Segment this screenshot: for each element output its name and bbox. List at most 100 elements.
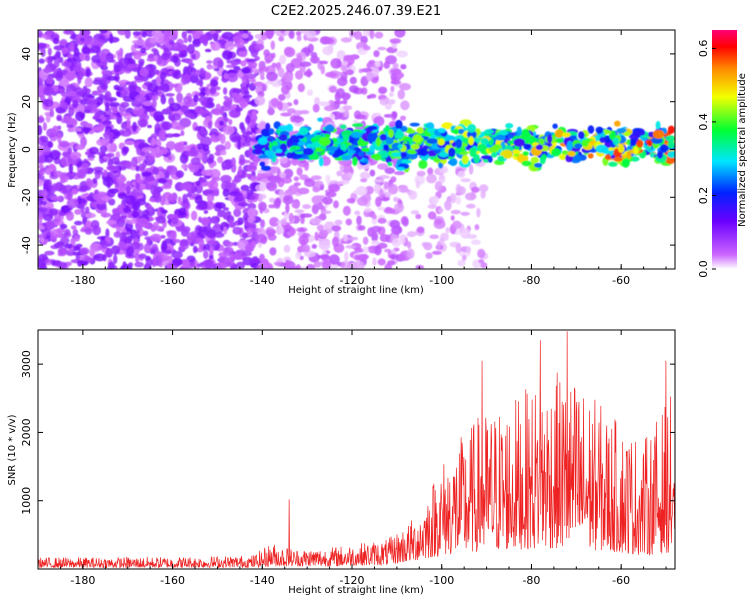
spectrogram-blob bbox=[176, 92, 184, 103]
spectrogram-blob bbox=[231, 135, 242, 142]
spectrogram-blob bbox=[38, 149, 44, 156]
spectrogram-blob bbox=[61, 61, 72, 67]
spectrogram-blob bbox=[211, 108, 222, 115]
spectrogram-blob bbox=[73, 144, 86, 150]
spectrogram-blob bbox=[368, 93, 377, 99]
spectrogram-blob bbox=[116, 114, 123, 125]
spectrogram-blob bbox=[371, 214, 377, 220]
spectrogram-blob bbox=[231, 62, 237, 67]
spectrogram-blob bbox=[203, 259, 215, 269]
spectrogram-blob bbox=[364, 207, 372, 213]
spectrogram-blob bbox=[52, 37, 60, 45]
spectrogram-x-tick-label: -60 bbox=[612, 274, 630, 287]
spectrogram-blob bbox=[68, 106, 75, 117]
spectrogram-blob bbox=[267, 228, 277, 236]
spectrogram-blob bbox=[258, 66, 270, 72]
spectrogram-blob bbox=[160, 185, 172, 190]
chart-title: C2E2.2025.246.07.39.E21 bbox=[271, 4, 441, 19]
spectrogram-blob bbox=[278, 94, 286, 101]
spectrogram-blob bbox=[434, 181, 443, 192]
spectrogram-blob bbox=[65, 250, 76, 256]
spectrogram-blob bbox=[409, 122, 420, 127]
spectrogram-blob bbox=[172, 42, 183, 52]
spectrogram-blob bbox=[234, 107, 243, 112]
spectrogram-blob bbox=[599, 136, 606, 144]
spectrogram-blob bbox=[175, 170, 184, 179]
spectrogram-blob bbox=[408, 190, 418, 200]
spectrogram-blob bbox=[319, 254, 330, 260]
spectrogram-blob bbox=[147, 204, 153, 212]
spectrogram-blob bbox=[535, 144, 544, 151]
spectrogram-blob bbox=[171, 217, 179, 225]
spectrogram-blob bbox=[106, 247, 113, 258]
spectrogram-blob bbox=[126, 117, 131, 128]
spectrogram-blob bbox=[410, 210, 420, 215]
spectrogram-blob bbox=[85, 68, 91, 78]
spectrogram-blob bbox=[179, 117, 192, 128]
spectrogram-blob bbox=[546, 134, 553, 144]
spectrogram-blob bbox=[234, 175, 242, 183]
spectrogram-blob bbox=[279, 156, 288, 164]
spectrogram-blob bbox=[477, 143, 487, 153]
spectrogram-blob bbox=[95, 45, 101, 56]
spectrogram-blob bbox=[477, 248, 486, 259]
snr-x-tick-label: -100 bbox=[429, 574, 454, 587]
spectrogram-blob bbox=[480, 190, 486, 199]
spectrogram-blob bbox=[210, 134, 216, 142]
spectrogram-blob bbox=[317, 117, 324, 122]
spectrogram-blob bbox=[47, 47, 52, 56]
spectrogram-blob bbox=[60, 118, 68, 124]
spectrogram-blob bbox=[141, 31, 147, 38]
spectrogram-blob bbox=[156, 75, 161, 86]
spectrogram-blob bbox=[377, 258, 386, 266]
spectrogram-blob bbox=[160, 71, 167, 80]
spectrogram-blob bbox=[146, 57, 156, 62]
spectrogram-blob bbox=[215, 262, 227, 269]
spectrogram-blob bbox=[204, 48, 212, 53]
spectrogram-blob bbox=[63, 243, 73, 249]
spectrogram-blob bbox=[457, 170, 466, 178]
spectrogram-blob bbox=[369, 144, 375, 153]
spectrogram-blob bbox=[551, 148, 562, 157]
spectrogram-blob bbox=[195, 247, 205, 253]
spectrogram-blob bbox=[347, 172, 353, 178]
spectrogram-blob bbox=[334, 149, 345, 157]
spectrogram-blob bbox=[48, 163, 55, 169]
spectrogram-blob bbox=[358, 225, 366, 231]
spectrogram-blob bbox=[346, 198, 356, 204]
spectrogram-blob bbox=[343, 96, 348, 105]
spectrogram-blob bbox=[67, 53, 73, 59]
spectrogram-blob bbox=[215, 202, 226, 209]
snr-x-tick-label: -160 bbox=[160, 574, 185, 587]
spectrogram-blob bbox=[106, 152, 115, 158]
spectrogram-blob bbox=[193, 171, 202, 176]
snr-x-tick-label: -140 bbox=[250, 574, 275, 587]
spectrogram-blob bbox=[228, 69, 239, 74]
spectrogram-blob bbox=[207, 120, 212, 130]
spectrogram-blob bbox=[245, 131, 253, 136]
spectrogram-blob bbox=[390, 176, 397, 183]
spectrogram-blob bbox=[211, 177, 221, 182]
spectrogram-blob bbox=[294, 209, 305, 214]
spectrogram-blob bbox=[283, 168, 294, 179]
spectrogram-blob bbox=[302, 204, 311, 210]
spectrogram-blob bbox=[171, 113, 182, 121]
spectrogram-blob bbox=[171, 133, 181, 137]
spectrogram-blob bbox=[427, 167, 434, 176]
spectrogram-blob bbox=[57, 133, 62, 144]
spectrogram-blob bbox=[89, 242, 102, 253]
spectrogram-blob bbox=[373, 50, 380, 58]
spectrogram-blob bbox=[296, 54, 303, 64]
spectrogram-blob bbox=[120, 214, 127, 219]
spectrogram-blob bbox=[177, 196, 182, 205]
spectrogram-blob bbox=[152, 98, 157, 109]
spectrogram-blob bbox=[126, 58, 136, 66]
spectrogram-blob bbox=[325, 124, 335, 133]
spectrogram-blob bbox=[297, 187, 310, 195]
spectrogram-blob bbox=[85, 55, 91, 62]
spectrogram-blob bbox=[372, 153, 382, 161]
spectrogram-blob bbox=[247, 203, 257, 210]
spectrogram-blob bbox=[490, 152, 498, 158]
spectrogram-blob bbox=[43, 86, 55, 96]
spectrogram-blob bbox=[117, 241, 126, 249]
